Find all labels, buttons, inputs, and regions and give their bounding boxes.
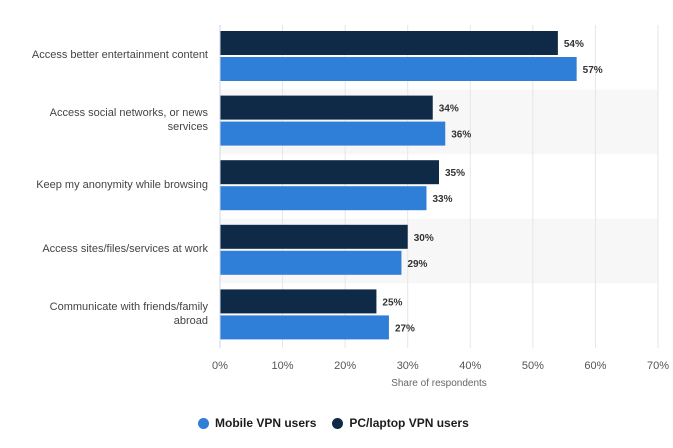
x-tick-label: 50% xyxy=(522,360,544,372)
bar-mobile xyxy=(220,121,446,146)
legend-item-pc[interactable]: PC/laptop VPN users xyxy=(332,416,469,430)
category-label: Access sites/files/services at work xyxy=(0,242,208,256)
category-label-line: services xyxy=(167,120,208,133)
category-label-line: abroad xyxy=(173,314,208,327)
x-tick-label: 60% xyxy=(584,360,606,372)
legend-label-pc: PC/laptop VPN users xyxy=(349,416,469,430)
category-label: Communicate with friends/family abroad xyxy=(0,300,208,328)
x-axis-title: Share of respondents xyxy=(391,378,487,389)
legend: Mobile VPN users PC/laptop VPN users xyxy=(198,416,485,430)
bar-pc xyxy=(220,31,558,55)
data-label: 33% xyxy=(432,194,452,205)
data-label: 29% xyxy=(407,259,427,270)
legend-marker-pc xyxy=(332,417,344,429)
x-tick-label: 40% xyxy=(459,360,481,372)
x-tick-label: 0% xyxy=(212,360,228,372)
category-label: Access social networks, or news services xyxy=(0,106,208,134)
data-label: 27% xyxy=(395,323,415,334)
data-label: 57% xyxy=(583,65,603,76)
bar-mobile xyxy=(220,315,389,340)
category-label-line: Access sites/files/services at work xyxy=(42,243,208,256)
category-label-line: Communicate with friends/family xyxy=(49,300,208,313)
x-tick-label: 20% xyxy=(334,360,356,372)
data-label: 54% xyxy=(564,39,584,50)
data-label: 35% xyxy=(445,168,465,179)
x-tick-label: 10% xyxy=(272,360,294,372)
category-label-line: Access better entertainment content xyxy=(31,49,208,62)
legend-marker-mobile xyxy=(198,417,209,429)
bar-mobile xyxy=(220,250,402,275)
bar-mobile xyxy=(220,57,577,81)
legend-item-mobile[interactable]: Mobile VPN users xyxy=(198,416,316,430)
bar-pc xyxy=(220,95,433,120)
bar-pc xyxy=(220,289,377,314)
bar-mobile xyxy=(220,186,427,211)
bar-pc xyxy=(220,224,408,249)
category-label-line: Access social networks, or news xyxy=(49,106,208,119)
x-tick-label: 70% xyxy=(647,360,669,372)
x-tick-label: 30% xyxy=(397,360,419,372)
category-label-line: Keep my anonymity while browsing xyxy=(36,178,208,191)
legend-label-mobile: Mobile VPN users xyxy=(215,416,317,430)
data-label: 25% xyxy=(382,297,402,308)
category-label: Access better entertainment content xyxy=(0,48,208,62)
data-label: 36% xyxy=(451,130,471,141)
data-label: 34% xyxy=(439,104,459,115)
category-label: Keep my anonymity while browsing xyxy=(0,178,208,192)
bar-pc xyxy=(220,160,439,185)
data-label: 30% xyxy=(414,233,434,244)
